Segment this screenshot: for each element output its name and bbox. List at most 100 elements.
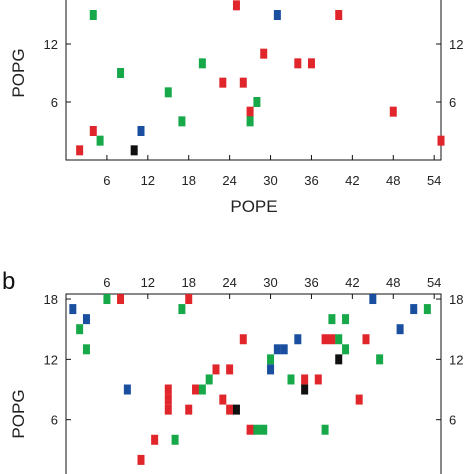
y-tick-label-left: 6 xyxy=(51,95,58,110)
data-point-red xyxy=(335,10,343,20)
data-point-red xyxy=(76,145,84,156)
y-tick-label-right: 6 xyxy=(449,95,456,110)
x-tick-label: 18 xyxy=(181,173,195,188)
data-point-green xyxy=(267,354,275,365)
data-point-red xyxy=(328,334,336,345)
panel-b-points xyxy=(69,294,431,465)
data-point-green xyxy=(96,135,104,146)
data-point-green xyxy=(89,10,97,20)
data-point-green xyxy=(376,354,384,365)
data-point-green xyxy=(164,87,172,98)
data-point-blue xyxy=(267,364,275,375)
data-point-red xyxy=(212,364,220,375)
data-point-green xyxy=(335,334,343,345)
data-point-green xyxy=(328,314,336,325)
data-point-blue xyxy=(273,344,281,355)
data-point-green xyxy=(342,344,350,355)
data-point-green xyxy=(253,97,261,107)
panel-a-y-axis-title: POPG xyxy=(9,48,28,97)
y-tick-label-right: 12 xyxy=(449,352,463,367)
data-point-black xyxy=(335,354,343,365)
panel-a-ticks: 6 12 18 24 30 36 42 48 54 6 6 12 12 xyxy=(44,37,464,188)
data-point-green xyxy=(205,374,213,385)
data-point-red xyxy=(164,384,172,395)
data-point-red xyxy=(301,374,309,385)
data-point-red xyxy=(219,77,227,88)
data-point-red xyxy=(232,0,240,11)
x-tick-label: 12 xyxy=(141,275,155,290)
y-tick-label-left: 12 xyxy=(44,37,58,52)
x-tick-label: 36 xyxy=(304,275,318,290)
data-point-green xyxy=(423,304,431,315)
data-point-red xyxy=(164,394,172,405)
data-point-red xyxy=(362,334,370,345)
data-point-blue xyxy=(294,334,302,345)
data-point-red xyxy=(164,404,172,415)
data-point-black xyxy=(130,145,138,156)
data-point-red xyxy=(260,48,268,59)
data-point-blue xyxy=(280,344,288,355)
data-point-green xyxy=(198,384,206,395)
panel-a: 6 12 18 24 30 36 42 48 54 6 6 12 12 POPE POPG xyxy=(9,0,463,216)
x-tick-label: 24 xyxy=(222,173,236,188)
x-tick-label: 36 xyxy=(304,173,318,188)
data-point-blue xyxy=(396,324,404,335)
data-point-red xyxy=(117,294,125,305)
data-point-green xyxy=(82,344,90,355)
panel-b-y-axis-title: POPG xyxy=(9,389,28,438)
x-tick-label: 12 xyxy=(141,173,155,188)
panel-a-points xyxy=(76,0,445,156)
data-point-red xyxy=(219,394,227,405)
y-tick-label-left: 12 xyxy=(44,352,58,367)
x-tick-label: 18 xyxy=(181,275,195,290)
y-tick-label-right: 12 xyxy=(449,37,463,52)
data-point-blue xyxy=(369,294,377,305)
y-tick-label-left: 6 xyxy=(51,413,58,428)
panel-b-letter: b xyxy=(2,268,15,295)
data-point-green xyxy=(321,424,329,435)
panel-a-x-axis-title: POPE xyxy=(230,197,277,216)
data-point-green xyxy=(178,304,186,315)
x-tick-label: 6 xyxy=(103,275,110,290)
data-point-red xyxy=(239,77,247,88)
data-point-green xyxy=(246,116,254,127)
x-tick-label: 30 xyxy=(263,173,277,188)
data-point-blue xyxy=(410,304,418,315)
data-point-blue xyxy=(82,314,90,325)
data-point-blue xyxy=(123,384,131,395)
x-tick-label: 24 xyxy=(222,275,236,290)
data-point-black xyxy=(232,404,240,415)
data-point-green xyxy=(253,424,261,435)
x-tick-label: 6 xyxy=(103,173,110,188)
data-point-red xyxy=(89,126,97,136)
data-point-red xyxy=(246,106,254,117)
data-point-red xyxy=(239,334,247,345)
data-point-red xyxy=(137,454,145,465)
data-point-green xyxy=(178,116,186,127)
x-tick-label: 42 xyxy=(345,275,359,290)
data-point-blue xyxy=(273,10,281,20)
data-point-green xyxy=(287,374,295,385)
x-tick-label: 54 xyxy=(427,275,441,290)
data-point-green xyxy=(342,314,350,325)
data-point-blue xyxy=(69,304,77,315)
panel-b-ticks: 6 12 18 24 30 36 42 48 54 6 6 12 12 18 18 xyxy=(44,275,464,428)
data-point-red xyxy=(321,334,329,345)
data-point-red xyxy=(192,384,200,395)
data-point-red xyxy=(294,58,302,69)
data-point-red xyxy=(355,394,363,405)
data-point-blue xyxy=(137,126,145,136)
data-point-black xyxy=(301,384,309,395)
data-point-green xyxy=(198,58,206,69)
x-tick-label: 54 xyxy=(427,173,441,188)
data-point-green xyxy=(117,68,125,78)
panel-b: b 6 12 18 24 30 36 42 48 54 6 6 12 12 18 18 POPG xyxy=(2,268,463,474)
data-point-red xyxy=(437,135,445,146)
data-point-green xyxy=(171,434,179,445)
data-point-red xyxy=(185,294,193,305)
x-tick-label: 48 xyxy=(386,173,400,188)
panel-a-plot-frame xyxy=(65,0,442,161)
data-point-red xyxy=(226,364,234,375)
panel-b-plot-frame xyxy=(65,293,442,474)
